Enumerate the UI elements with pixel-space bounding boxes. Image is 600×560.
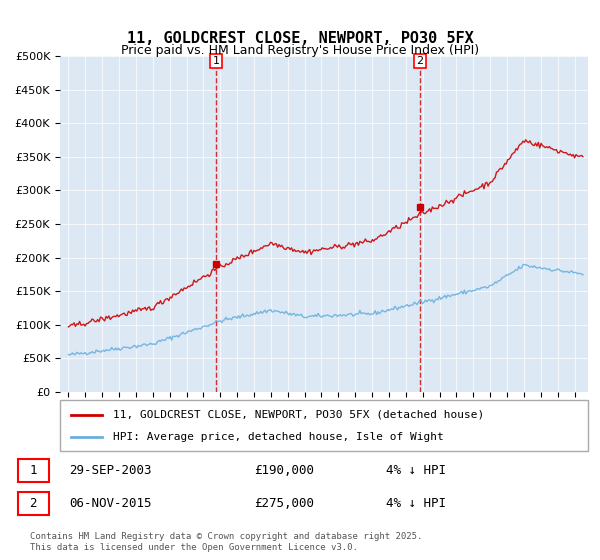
Text: £275,000: £275,000 — [254, 497, 314, 510]
Text: 11, GOLDCREST CLOSE, NEWPORT, PO30 5FX (detached house): 11, GOLDCREST CLOSE, NEWPORT, PO30 5FX (… — [113, 409, 484, 419]
Text: 4% ↓ HPI: 4% ↓ HPI — [386, 464, 446, 477]
Text: 11, GOLDCREST CLOSE, NEWPORT, PO30 5FX: 11, GOLDCREST CLOSE, NEWPORT, PO30 5FX — [127, 31, 473, 46]
Text: 4% ↓ HPI: 4% ↓ HPI — [386, 497, 446, 510]
Text: Contains HM Land Registry data © Crown copyright and database right 2025.
This d: Contains HM Land Registry data © Crown c… — [30, 532, 422, 552]
Text: 2: 2 — [416, 56, 424, 66]
Text: 2: 2 — [29, 497, 37, 510]
Text: 29-SEP-2003: 29-SEP-2003 — [70, 464, 152, 477]
FancyBboxPatch shape — [18, 492, 49, 515]
Text: Price paid vs. HM Land Registry's House Price Index (HPI): Price paid vs. HM Land Registry's House … — [121, 44, 479, 57]
Text: HPI: Average price, detached house, Isle of Wight: HPI: Average price, detached house, Isle… — [113, 432, 443, 442]
Text: 1: 1 — [29, 464, 37, 477]
Text: 06-NOV-2015: 06-NOV-2015 — [70, 497, 152, 510]
Text: £190,000: £190,000 — [254, 464, 314, 477]
Text: 1: 1 — [212, 56, 220, 66]
FancyBboxPatch shape — [60, 400, 588, 451]
FancyBboxPatch shape — [18, 459, 49, 482]
